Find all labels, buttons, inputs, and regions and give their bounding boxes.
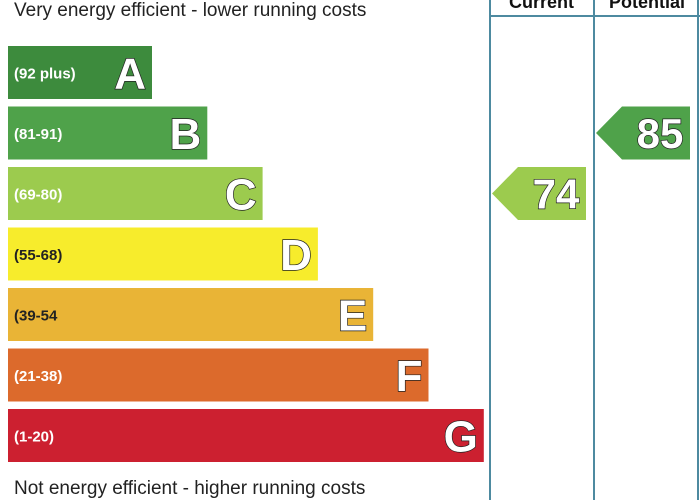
band-range-label: (1-20) xyxy=(14,429,54,446)
band-letter: G xyxy=(444,413,478,462)
band-letter: B xyxy=(170,110,202,159)
current-column-header: Current xyxy=(508,0,574,12)
band-letter: A xyxy=(114,50,146,99)
potential-rating-value: 85 xyxy=(637,110,684,157)
band-bar-b xyxy=(8,106,208,160)
current-rating-value: 74 xyxy=(533,171,580,218)
band-range-label: (21-38) xyxy=(14,368,62,385)
band-bar-f xyxy=(8,348,429,402)
band-range-label: (92 plus) xyxy=(14,66,76,83)
band-bar-c xyxy=(8,167,263,220)
band-bar-d xyxy=(8,227,318,281)
potential-column-header: Potential xyxy=(608,0,685,12)
band-bar-a xyxy=(8,46,152,99)
bottom-heading: Not energy efficient - higher running co… xyxy=(14,478,366,499)
band-range-label: (81-91) xyxy=(14,126,62,143)
current-rating-arrow xyxy=(492,167,586,220)
potential-rating-arrow xyxy=(596,106,690,160)
band-bar-g xyxy=(8,409,484,462)
band-letter: D xyxy=(280,231,312,280)
band-bar-e xyxy=(8,288,374,341)
band-letter: C xyxy=(225,171,257,220)
top-heading: Very energy efficient - lower running co… xyxy=(14,0,367,21)
band-range-label: (55-68) xyxy=(14,247,62,264)
band-letter: E xyxy=(338,292,367,341)
band-range-label: (69-80) xyxy=(14,187,62,204)
band-range-label: (39-54 xyxy=(14,308,58,325)
band-letter: F xyxy=(396,352,423,401)
